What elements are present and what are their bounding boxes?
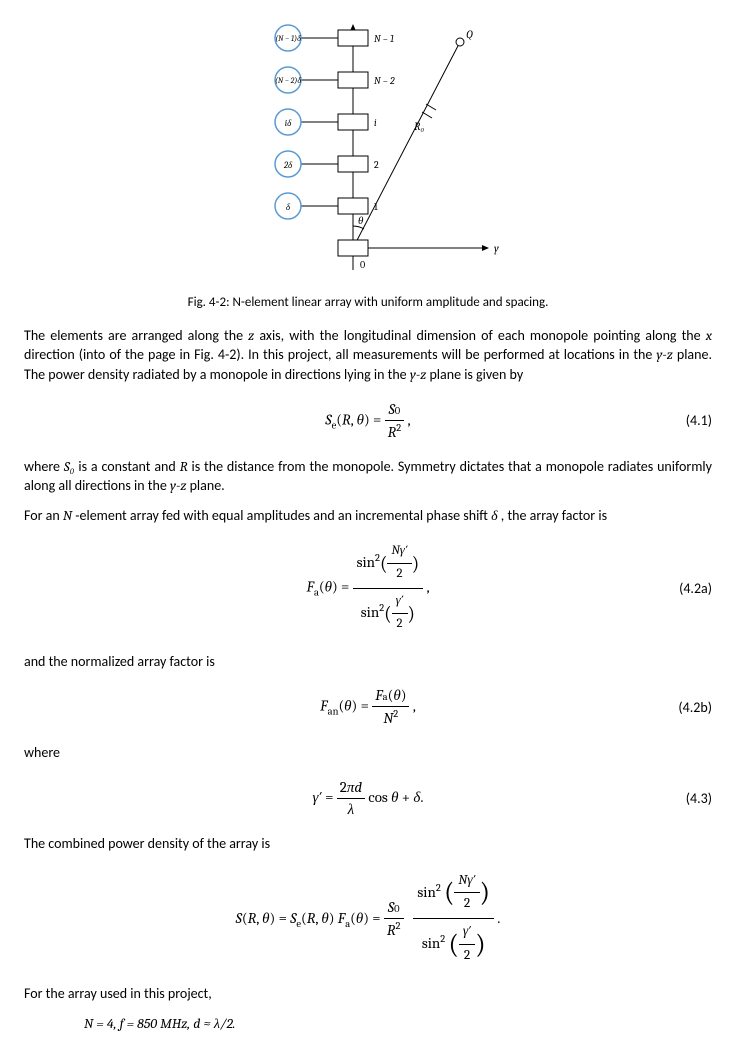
equation-combined: S(R, θ) = Se(R, θ) Fa(θ) = S0R2 sin2 (Nγ… <box>24 868 712 971</box>
text: is a constant and <box>78 458 179 475</box>
var-yz: y-z <box>656 346 672 363</box>
var-N: N <box>63 507 72 524</box>
text: plane is given by <box>429 366 523 383</box>
eq-number: (4.1) <box>686 411 712 431</box>
text: , the array factor is <box>501 507 607 524</box>
svg-text:N − 2: N − 2 <box>374 75 395 87</box>
eq-body: Fa(θ) = sin2(Nγ′2) sin2(γ′2) , <box>306 539 429 637</box>
equation-4-1: Se(R, θ) = S0R2 , (4.1) <box>24 399 712 443</box>
var-R: R <box>180 458 188 475</box>
eq-number: (4.2b) <box>678 698 712 718</box>
text: The elements are arranged along the <box>24 327 248 344</box>
eq-body: γ′ = 2πdλ cos θ + δ. <box>313 777 424 820</box>
figure-caption: Fig. 4-2: N-element linear array with un… <box>24 294 712 312</box>
equation-4-3: γ′ = 2πdλ cos θ + δ. (4.3) <box>24 777 712 820</box>
svg-text:1: 1 <box>374 201 378 213</box>
paragraph-s0: where S₀ is a constant and R is the dist… <box>24 457 712 496</box>
figure-4-2: y Q R₀ θ 0 (N − 1)δ N − 1 (N − 2)δ <box>24 20 712 286</box>
eq-number: (4.3) <box>686 789 712 809</box>
paragraph-array-factor: For an N -element array fed with equal a… <box>24 506 712 526</box>
array-diagram: y Q R₀ θ 0 (N − 1)δ N − 1 (N − 2)δ <box>188 20 548 280</box>
svg-text:0: 0 <box>360 259 365 271</box>
svg-text:R₀: R₀ <box>414 120 424 133</box>
var-yz: y-z <box>170 477 186 494</box>
eq-body: Fan(θ) = Fa(θ)N2 , <box>320 685 416 729</box>
project-values: N = 4, f = 850 MHz, d ≈ λ/2. <box>84 1014 712 1034</box>
svg-text:iδ: iδ <box>285 119 292 129</box>
var-s0: S₀ <box>64 458 75 475</box>
text: where <box>24 458 64 475</box>
var-z: z <box>248 327 254 344</box>
fig-caption-text: Fig. 4-2: N-element linear array with un… <box>188 295 549 310</box>
svg-text:(N − 1)δ: (N − 1)δ <box>275 34 301 43</box>
paragraph-where: where <box>24 743 712 763</box>
var-delta: δ <box>491 507 498 524</box>
eq-body: Se(R, θ) = S0R2 , <box>325 399 410 443</box>
svg-text:N − 1: N − 1 <box>374 33 394 45</box>
equation-4-2b: Fan(θ) = Fa(θ)N2 , (4.2b) <box>24 685 712 729</box>
svg-text:2δ: 2δ <box>283 161 293 171</box>
project-values-text: N = 4, f = 850 MHz, d ≈ λ/2. <box>84 1015 235 1032</box>
equation-4-2a: Fa(θ) = sin2(Nγ′2) sin2(γ′2) , (4.2a) <box>24 539 712 637</box>
paragraph-combined: The combined power density of the array … <box>24 834 712 854</box>
eq-body: S(R, θ) = Se(R, θ) Fa(θ) = S0R2 sin2 (Nγ… <box>236 868 501 971</box>
eq-number: (4.2a) <box>679 579 712 599</box>
svg-text:i: i <box>374 117 377 129</box>
svg-text:Q: Q <box>466 28 473 41</box>
text: direction (into of the page in Fig. 4-2)… <box>24 346 656 363</box>
var-x: x <box>706 327 712 344</box>
text: -element array fed with equal amplitudes… <box>75 507 491 524</box>
text: axis, with the longitudinal dimension of… <box>259 327 705 344</box>
var-yz: y-z <box>410 366 426 383</box>
svg-text:y: y <box>494 242 499 255</box>
paragraph-normalized: and the normalized array factor is <box>24 652 712 672</box>
svg-text:2: 2 <box>374 159 379 171</box>
text: plane. <box>190 477 225 494</box>
text: For an <box>24 507 63 524</box>
svg-text:θ: θ <box>358 214 364 227</box>
paragraph-project: For the array used in this project, <box>24 984 712 1004</box>
paragraph-intro: The elements are arranged along the z ax… <box>24 326 712 385</box>
svg-text:(N − 2)δ: (N − 2)δ <box>275 76 301 85</box>
